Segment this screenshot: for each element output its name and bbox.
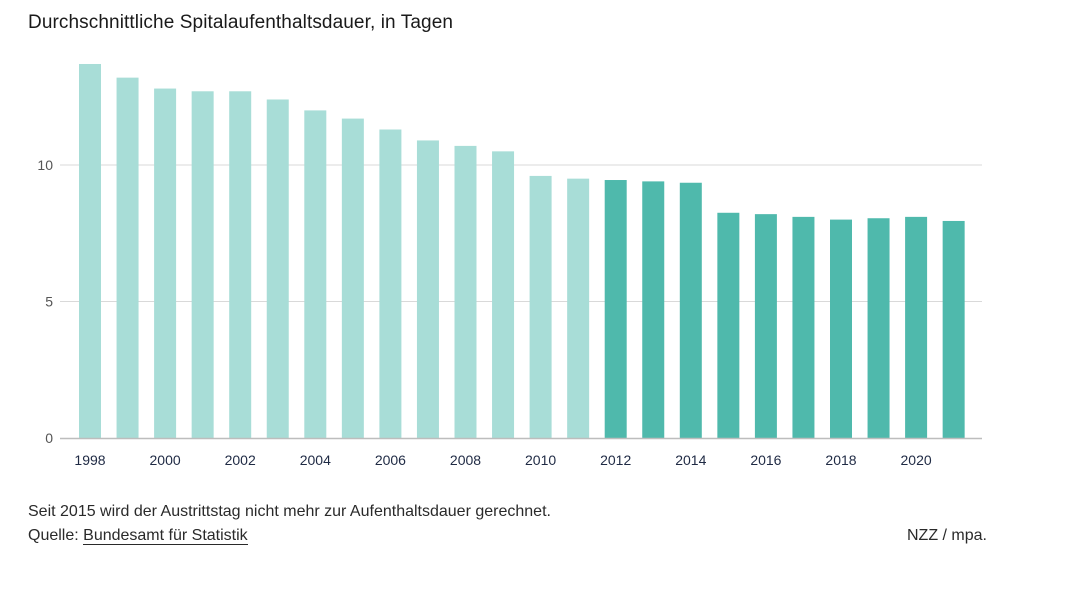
x-tick-label: 2008 <box>450 452 481 468</box>
bar-2010 <box>529 175 552 439</box>
bar-2002 <box>229 91 252 438</box>
y-tick-label: 0 <box>45 430 53 446</box>
bar-2016 <box>754 214 777 438</box>
bar-2000 <box>154 88 177 438</box>
x-tick-label: 2002 <box>225 452 256 468</box>
bar-1998 <box>79 63 101 439</box>
bar-2009 <box>492 151 515 438</box>
bar-2018 <box>830 219 852 438</box>
bar-2005 <box>341 118 364 438</box>
source-link[interactable]: Bundesamt für Statistik <box>83 527 248 545</box>
bar-2003 <box>266 99 289 438</box>
chart-note: Seit 2015 wird der Austrittstag nicht me… <box>28 503 551 520</box>
bar-2001 <box>191 91 214 438</box>
bar-1999 <box>116 77 139 438</box>
bar-2015 <box>717 212 740 438</box>
x-tick-label: 2010 <box>525 452 556 468</box>
bar-2021 <box>942 220 965 438</box>
bar-2007 <box>416 140 439 438</box>
bar-2019 <box>867 218 890 438</box>
x-tick-label: 2020 <box>901 452 932 468</box>
bar-2013 <box>642 181 665 438</box>
x-tick-label: 2012 <box>600 452 631 468</box>
x-tick-label: 2006 <box>375 452 406 468</box>
chart-credit: NZZ / mpa. <box>906 527 987 544</box>
x-tick-label: 2004 <box>300 452 331 468</box>
source-prefix: Quelle: <box>28 527 84 544</box>
bar-2011 <box>567 178 590 438</box>
bar-2008 <box>454 145 477 438</box>
x-tick-label: 1998 <box>74 452 105 468</box>
bar-2006 <box>379 129 402 438</box>
x-tick-label: 2016 <box>750 452 781 468</box>
x-tick-label: 2000 <box>150 452 181 468</box>
x-tick-label: 2014 <box>675 452 706 468</box>
bar-2020 <box>905 216 928 438</box>
x-tick-label: 2018 <box>825 452 856 468</box>
bar-2017 <box>792 216 815 438</box>
bar-2012 <box>604 180 627 438</box>
chart-title: Durchschnittliche Spitalaufenthaltsdauer… <box>28 12 454 33</box>
chart-source: Quelle: Bundesamt für Statistik <box>28 527 248 545</box>
y-tick-label: 10 <box>37 157 53 173</box>
bar-chart: 0 5 10 1998 2000 2002 2004 2006 2008 2010 2012 2014… <box>37 63 982 468</box>
bar-2014 <box>679 182 702 438</box>
y-tick-label: 5 <box>45 294 53 310</box>
bar-2004 <box>304 110 327 439</box>
